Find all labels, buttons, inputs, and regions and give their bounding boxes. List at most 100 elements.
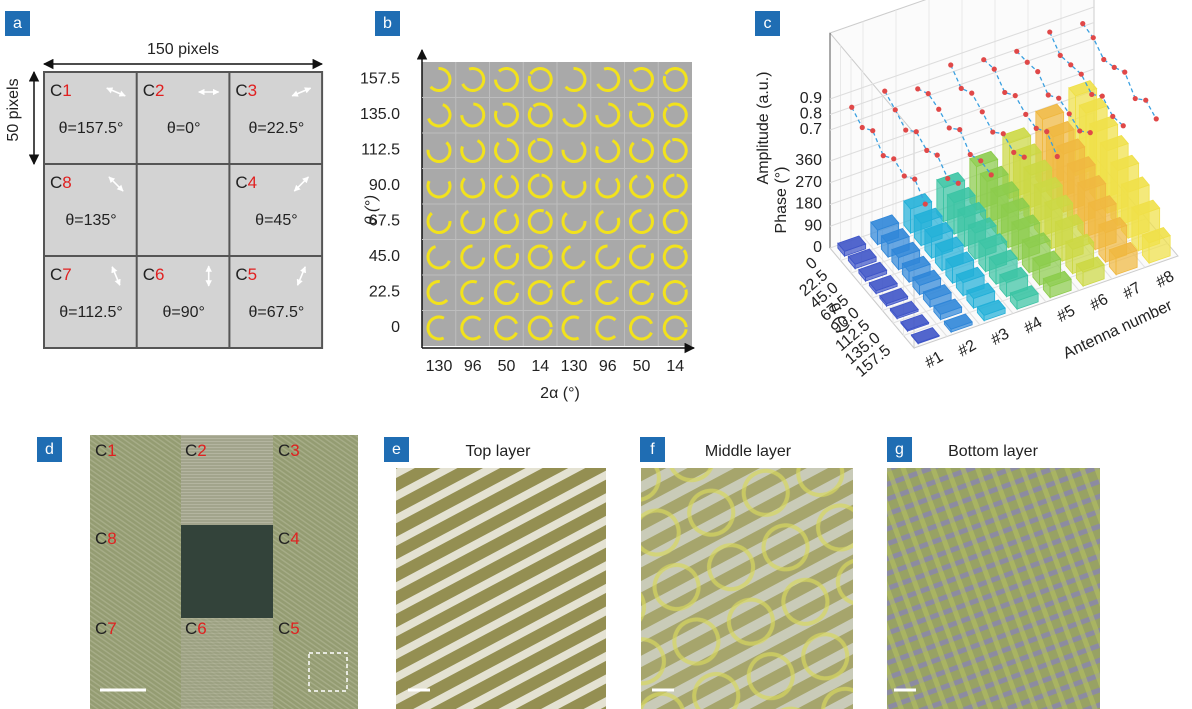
x-tick-label: 96 xyxy=(464,358,482,375)
width-label: 150 pixels xyxy=(147,41,219,58)
amplitude-point xyxy=(981,57,986,62)
cell-label: C1 xyxy=(95,441,117,460)
cell-theta: θ=22.5° xyxy=(249,120,305,137)
amplitude-point xyxy=(978,158,983,163)
y-tick-label: 0 xyxy=(391,319,400,336)
cell-prefix: C xyxy=(50,173,62,192)
amplitude-point xyxy=(945,176,950,181)
height-label: 50 pixels xyxy=(5,78,22,141)
amplitude-point xyxy=(1055,154,1060,159)
cell-index: 3 xyxy=(248,81,257,100)
cell-label: C8 xyxy=(95,529,117,548)
amplitude-point xyxy=(1056,96,1061,101)
amplitude-point xyxy=(860,125,865,130)
cell-label: C6 xyxy=(185,619,207,638)
cell-index: 7 xyxy=(107,619,116,638)
amplitude-point xyxy=(1110,114,1115,119)
x-tick-label: 50 xyxy=(498,358,516,375)
cell-label: C7 xyxy=(95,619,117,638)
panel-letter: a xyxy=(13,15,22,32)
antenna-tick-label: #7 xyxy=(1120,279,1144,303)
y-tick-label: 45.0 xyxy=(369,248,400,265)
amplitude-point xyxy=(1121,123,1126,128)
antenna-tick-label: #1 xyxy=(922,348,946,372)
amplitude-point xyxy=(912,177,917,182)
panel-letter: d xyxy=(45,441,54,458)
x-tick-label: 130 xyxy=(561,358,588,375)
cell-theta: θ=135° xyxy=(65,212,116,229)
antenna-tick-label: #3 xyxy=(988,325,1012,349)
amplitude-point xyxy=(881,153,886,158)
cell-theta: θ=112.5° xyxy=(59,304,123,321)
micrograph-f xyxy=(641,468,853,709)
cell-index: 1 xyxy=(107,441,116,460)
cell-label: C5 xyxy=(235,265,257,284)
cell-index: 6 xyxy=(155,265,164,284)
amplitude-point xyxy=(926,91,931,96)
amplitude-point xyxy=(1047,29,1052,34)
panel-title: Top layer xyxy=(466,443,532,460)
panel-letter: g xyxy=(895,441,904,458)
amplitude-point xyxy=(1025,60,1030,65)
cell-prefix: C xyxy=(278,529,290,548)
cell-prefix: C xyxy=(235,265,247,284)
phase-tick-label: 0 xyxy=(813,239,822,256)
x-tick-label: 50 xyxy=(633,358,651,375)
amplitude-point xyxy=(947,125,952,130)
amplitude-point xyxy=(1143,98,1148,103)
cell-theta: θ=157.5° xyxy=(59,120,124,137)
amplitude-point xyxy=(1122,70,1127,75)
micrograph-d xyxy=(90,435,358,709)
cell-index: 8 xyxy=(107,529,116,548)
phase-tick-label: 180 xyxy=(795,196,822,213)
x-tick-label: 96 xyxy=(599,358,617,375)
phase-label: Phase (°) xyxy=(773,167,790,234)
amplitude-label: Amplitude (a.u.) xyxy=(755,72,772,185)
panel-letter: b xyxy=(383,15,392,32)
x-axis-label: 2α (°) xyxy=(540,385,580,402)
figure: 150 pixels 50 pixels θ (°) 2α (°) Amplit… xyxy=(0,0,1192,709)
amplitude-point xyxy=(948,62,953,67)
cell-theta: θ=67.5° xyxy=(249,304,305,321)
cell-index: 3 xyxy=(290,441,299,460)
antenna-tick-label: #5 xyxy=(1054,302,1078,326)
y-tick-label: 157.5 xyxy=(360,71,400,88)
amplitude-point xyxy=(1014,49,1019,54)
antenna-tick-label: #4 xyxy=(1021,314,1045,338)
phase-tick-label: 270 xyxy=(795,174,822,191)
cell-index: 4 xyxy=(290,529,299,548)
amplitude-point xyxy=(959,86,964,91)
micrograph-g xyxy=(887,468,1100,709)
amplitude-point xyxy=(980,109,985,114)
phase-tick-label: 360 xyxy=(795,152,822,169)
y-tick-label: 67.5 xyxy=(369,213,400,230)
panel-title: Middle layer xyxy=(705,443,792,460)
amplitude-point xyxy=(870,128,875,133)
amplitude-point xyxy=(1011,150,1016,155)
panel-letter: f xyxy=(650,441,655,458)
cell-label: C2 xyxy=(185,441,207,460)
cell-index: 2 xyxy=(155,81,164,100)
cell-label: C4 xyxy=(278,529,300,548)
amplitude-point xyxy=(1058,53,1063,58)
cell-prefix: C xyxy=(278,441,290,460)
amplitude-point xyxy=(1154,116,1159,121)
cell-prefix: C xyxy=(95,529,107,548)
cell-label: C4 xyxy=(235,173,257,192)
amplitude-point xyxy=(915,86,920,91)
cell-label: C7 xyxy=(50,265,72,284)
cell-index: 7 xyxy=(62,265,71,284)
antenna-tick-label: #2 xyxy=(955,337,979,361)
cell-label: C1 xyxy=(50,81,72,100)
cell-prefix: C xyxy=(185,619,197,638)
amplitude-point xyxy=(1001,131,1006,136)
amplitude-point xyxy=(1077,128,1082,133)
amplitude-tick-label: 0.8 xyxy=(800,106,822,123)
amplitude-point xyxy=(1035,69,1040,74)
amplitude-point xyxy=(902,173,907,178)
amplitude-point xyxy=(968,152,973,157)
cell-prefix: C xyxy=(278,619,290,638)
amplitude-point xyxy=(1088,130,1093,135)
amplitude-point xyxy=(1080,21,1085,26)
cell-index: 4 xyxy=(248,173,257,192)
